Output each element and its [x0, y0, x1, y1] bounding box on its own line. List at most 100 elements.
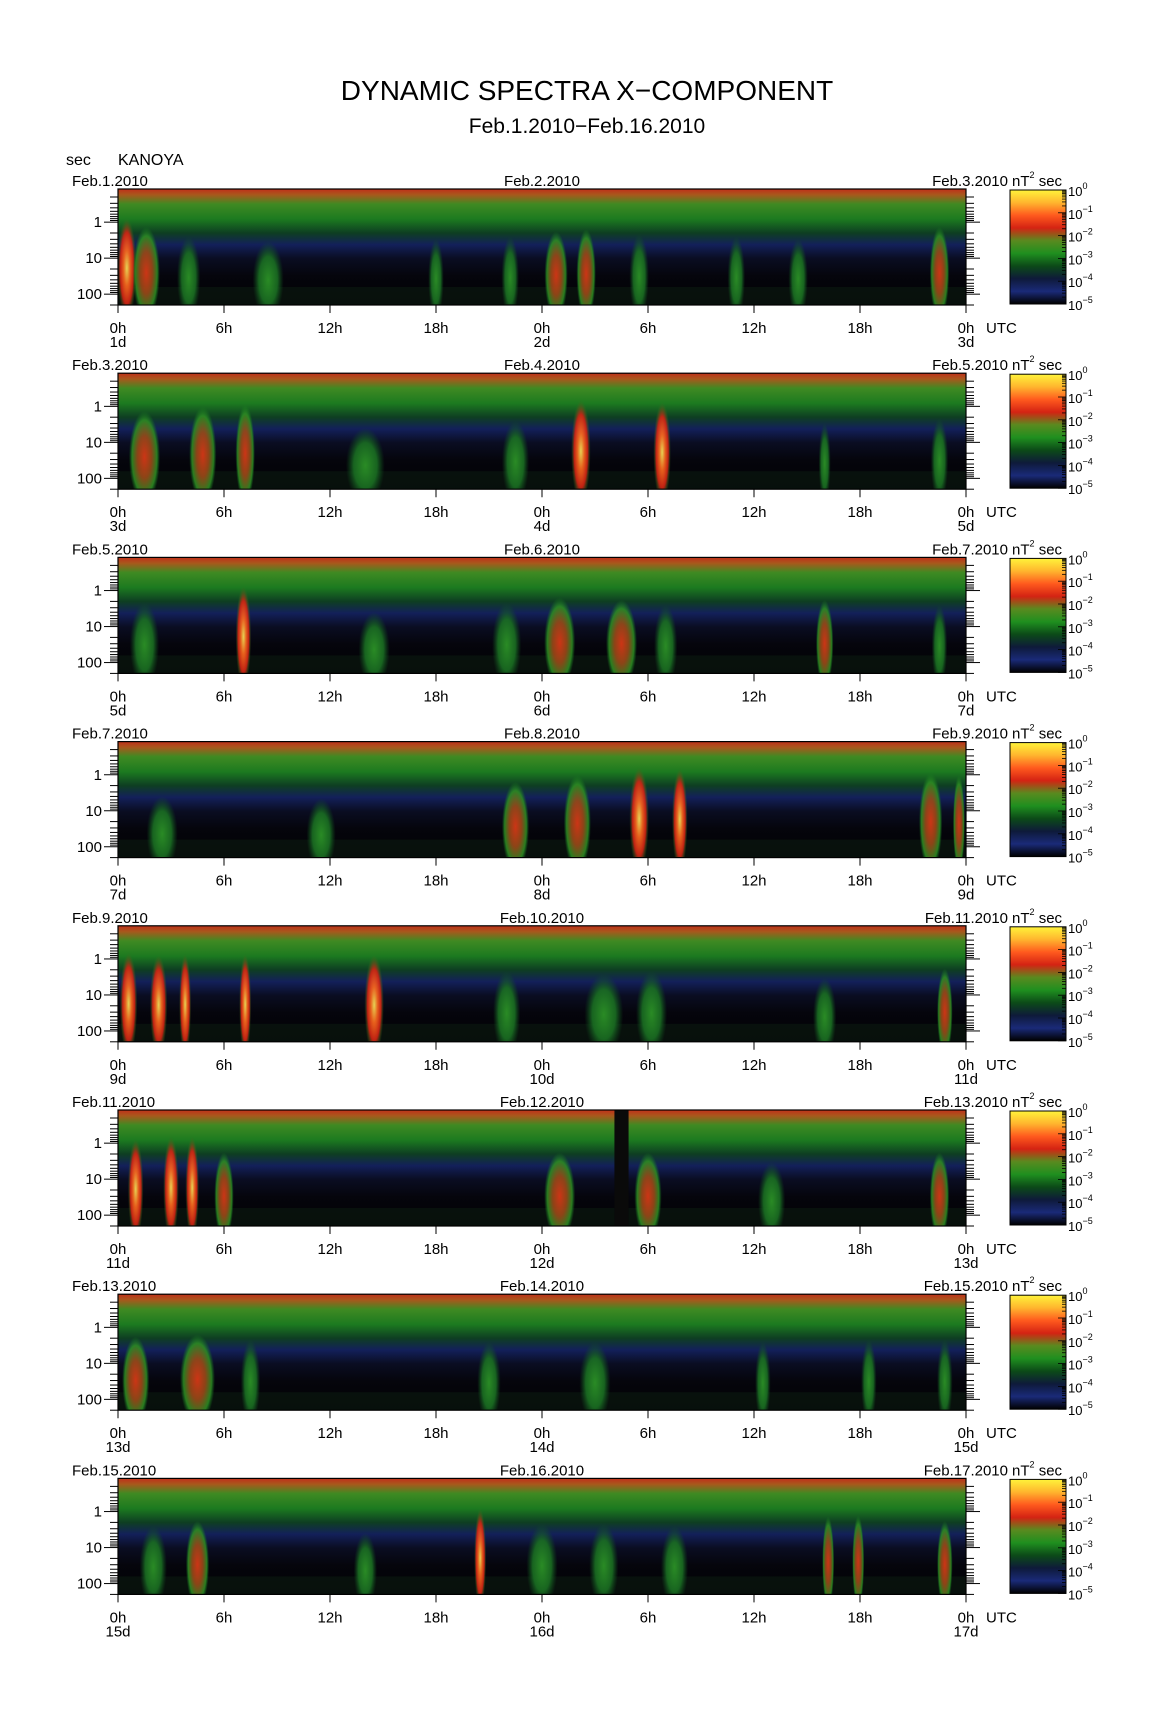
day-start-label: 9d [110, 1071, 127, 1088]
x-tick-label: 18h [847, 1057, 872, 1074]
spectral-event [544, 1152, 576, 1226]
panel-date-left: Feb.13.2010 [72, 1278, 156, 1295]
x-tick-label: 6h [216, 1609, 233, 1626]
spectral-event [937, 1520, 953, 1595]
spectral-event [501, 236, 519, 305]
x-tick-label: 18h [847, 1609, 872, 1626]
panel-date-mid: Feb.16.2010 [500, 1462, 584, 1479]
x-tick-label: 18h [423, 1057, 448, 1074]
panel-date-right: Feb.7.2010 [932, 541, 1008, 558]
x-tick-label: 6h [216, 688, 233, 705]
x-tick-label: 6h [216, 1425, 233, 1442]
x-tick-label: 6h [216, 1241, 233, 1258]
colorbar-ticks [1058, 1480, 1066, 1594]
colorbar-tick-label: 10−3 [1068, 618, 1093, 636]
colorbar-tick-label: 10−3 [1068, 986, 1093, 1004]
colorbar-ticks [1058, 190, 1066, 305]
x-tick-label: 0h [534, 1241, 551, 1258]
spectrogram-background [118, 1110, 966, 1226]
y-tick-label: 100 [77, 1207, 102, 1224]
day-end-label: 5d [958, 518, 975, 535]
spectrogram-plot [118, 585, 966, 674]
x-tick-label: 18h [423, 873, 448, 890]
noise-band [118, 287, 966, 305]
colorbar-unit: nT2 sec [1012, 907, 1063, 927]
colorbar-tick-label: 10−1 [1068, 941, 1093, 959]
colorbar-tick-label: 10−5 [1068, 1400, 1093, 1418]
panel-date-left: Feb.1.2010 [72, 173, 148, 190]
y-tick-label: 100 [77, 1023, 102, 1040]
x-tick-label: 0h [110, 873, 127, 890]
panel-date-left: Feb.3.2010 [72, 357, 148, 374]
panel-date-mid: Feb.6.2010 [504, 541, 580, 558]
y-tick-label: 1 [94, 951, 102, 968]
x-tick-label: 18h [423, 1609, 448, 1626]
day-mid-label: 8d [534, 887, 551, 904]
x-unit-label: UTC [986, 320, 1017, 337]
colorbar-tick-label: 10−3 [1068, 249, 1093, 267]
x-unit-label: UTC [986, 504, 1017, 521]
colorbar [1009, 1294, 1067, 1410]
x-tick-label: 6h [216, 873, 233, 890]
spectral-event [179, 953, 192, 1042]
spectral-event [239, 953, 252, 1042]
panel-date-right: Feb.17.2010 [924, 1462, 1008, 1479]
y-tick-label: 1 [94, 398, 102, 415]
colorbar-tick-label: 10−2 [1068, 963, 1093, 981]
x-unit-label: UTC [986, 1241, 1017, 1258]
x-tick-label: 18h [423, 320, 448, 337]
spectral-event [240, 1339, 261, 1411]
y-tick-label: 100 [77, 839, 102, 856]
day-end-label: 11d [954, 1071, 978, 1088]
colorbar-tick-label: 10−3 [1068, 434, 1093, 452]
y-ticks [104, 196, 980, 306]
spectral-event [189, 406, 217, 490]
day-start-label: 13d [105, 1439, 130, 1456]
colorbar-tick-label: 10−2 [1068, 227, 1093, 245]
colorbar-tick-label: 10−4 [1068, 1562, 1093, 1580]
noise-band [118, 839, 966, 858]
spectral-event [629, 233, 649, 305]
colorbar-tick-label: 10−3 [1068, 802, 1093, 820]
colorbar-ticks [1058, 1111, 1066, 1226]
colorbar [1009, 1110, 1067, 1226]
x-tick-label: 6h [640, 1425, 657, 1442]
x-tick-label: 0h [110, 1241, 127, 1258]
spectrogram-panel: Feb.9.2010 Feb.10.2010 Feb.11.2010 1 10 100 0h… [72, 907, 1093, 1088]
spectral-event [576, 229, 596, 305]
day-mid-label: 14d [529, 1439, 554, 1456]
panel-date-left: Feb.11.2010 [72, 1094, 155, 1111]
colorbar-tick-label: 10−3 [1068, 1170, 1093, 1188]
x-tick-label: 12h [317, 1057, 342, 1074]
day-end-label: 9d [958, 887, 975, 904]
spectral-event [474, 1507, 487, 1595]
colorbar-tick-label: 10−5 [1068, 663, 1093, 681]
colorbar-tick-label: 10−3 [1068, 1355, 1093, 1373]
spectral-event [132, 226, 160, 305]
y-tick-label: 10 [85, 434, 102, 451]
y-tick-label: 1 [94, 1504, 102, 1521]
colorbar-tick-label: 100 [1068, 918, 1087, 936]
spectral-event [185, 1520, 210, 1595]
y-tick-label: 10 [85, 250, 102, 267]
spectral-event [815, 599, 834, 674]
x-unit-label: UTC [986, 1425, 1017, 1442]
spectral-event [364, 954, 384, 1042]
day-mid-label: 12d [529, 1255, 554, 1272]
colorbar-tick-label: 100 [1068, 1102, 1087, 1120]
x-unit-label: UTC [986, 1609, 1017, 1626]
spectrogram-plot [118, 217, 966, 305]
spectrogram-plot [118, 1334, 966, 1411]
colorbar-tick-label: 10−1 [1068, 388, 1093, 406]
x-tick-label: 0h [958, 873, 975, 890]
spectral-event [526, 1523, 558, 1595]
panel-date-right: Feb.15.2010 [924, 1278, 1008, 1295]
spectral-event [129, 602, 160, 674]
x-tick-label: 0h [534, 320, 551, 337]
x-tick-label: 6h [640, 688, 657, 705]
day-mid-label: 10d [529, 1071, 554, 1088]
colorbar-tick-label: 10−2 [1068, 1148, 1093, 1166]
y-ticks [104, 1301, 980, 1411]
colorbar-tick-label: 10−1 [1068, 1125, 1093, 1143]
